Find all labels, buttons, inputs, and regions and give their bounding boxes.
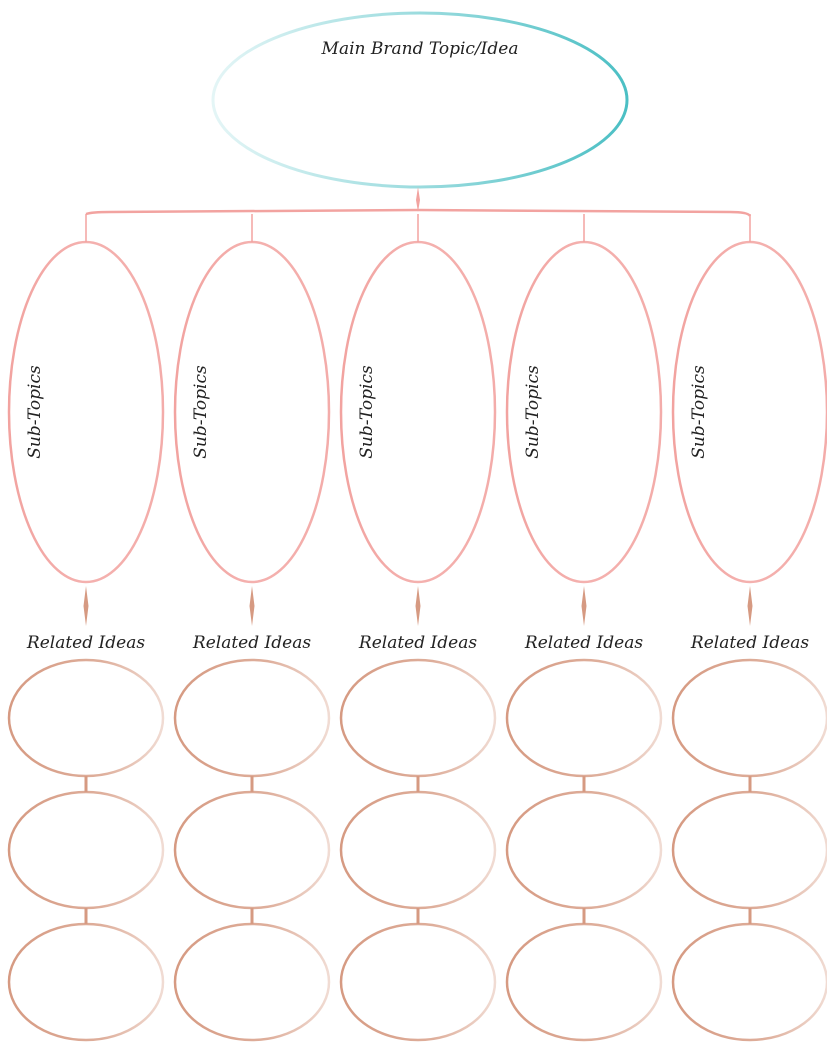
related-idea-ellipse (671, 658, 827, 778)
related-idea-ellipse (173, 790, 331, 910)
related-connector (83, 586, 89, 626)
related-idea-ellipse (339, 922, 497, 1042)
related-idea-ellipse (7, 922, 165, 1042)
related-idea-ellipse (7, 790, 165, 910)
sub-topic-ellipse (671, 240, 827, 584)
related-ideas-label: Related Ideas (358, 633, 477, 653)
sub-topic-column-2: Sub-Topics Related Ideas (173, 214, 331, 1042)
related-ideas-label: Related Ideas (26, 633, 145, 653)
sub-topic-label: Sub-Topics (357, 365, 377, 459)
related-idea-ellipse (339, 658, 497, 778)
sub-topic-label: Sub-Topics (689, 365, 709, 459)
related-connector (249, 586, 255, 626)
sub-topic-label: Sub-Topics (25, 365, 45, 459)
sub-topic-ellipse (339, 240, 497, 584)
related-ideas-label: Related Ideas (690, 633, 809, 653)
main-topic-ellipse (211, 11, 629, 189)
sub-topic-column-5: Sub-Topics Related Ideas (671, 214, 827, 1042)
related-ideas-label: Related Ideas (524, 633, 643, 653)
related-idea-ellipse (505, 922, 663, 1042)
sub-topic-ellipse (173, 240, 331, 584)
related-connector (747, 586, 753, 626)
sub-topic-label: Sub-Topics (523, 365, 543, 459)
horizontal-connector-bar (85, 208, 752, 217)
related-idea-ellipse (505, 658, 663, 778)
sub-topic-column-3: Sub-Topics Related Ideas (339, 214, 497, 1042)
sub-topic-columns: Sub-Topics Related Ideas Sub-Topics Related… (7, 214, 827, 1042)
related-connector (581, 586, 587, 626)
related-idea-ellipse (671, 790, 827, 910)
related-idea-ellipse (671, 922, 827, 1042)
sub-topic-column-4: Sub-Topics Related Ideas (505, 214, 663, 1042)
related-connector (415, 586, 421, 626)
sub-topic-label: Sub-Topics (191, 365, 211, 459)
related-idea-ellipse (7, 658, 165, 778)
sub-topic-ellipse (7, 240, 165, 584)
related-idea-ellipse (505, 790, 663, 910)
related-idea-ellipse (339, 790, 497, 910)
related-idea-ellipse (173, 658, 331, 778)
sub-topic-column-1: Sub-Topics Related Ideas (7, 214, 165, 1042)
sub-topic-ellipse (505, 240, 663, 584)
main-topic-label: Main Brand Topic/Idea (321, 39, 519, 59)
main-connector (416, 187, 420, 212)
related-ideas-label: Related Ideas (192, 633, 311, 653)
related-idea-ellipse (173, 922, 331, 1042)
